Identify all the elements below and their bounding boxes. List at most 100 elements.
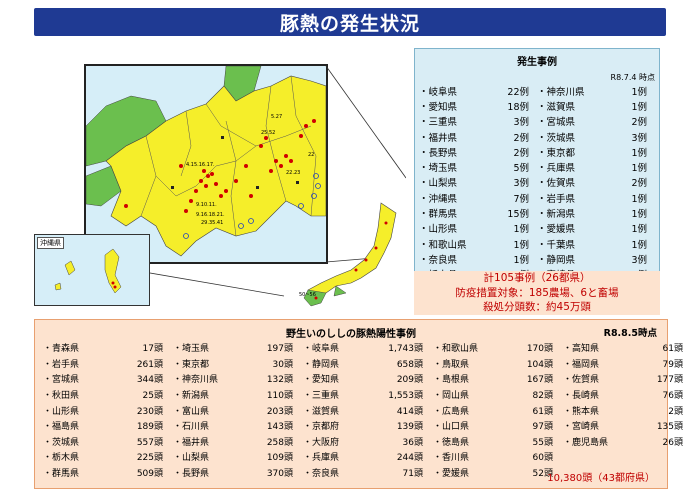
boar-row: ・佐賀県 177頭 — [563, 371, 683, 387]
case-prefecture: ・山梨県 — [419, 178, 458, 190]
boar-prefecture: ・岡山県 — [433, 391, 470, 402]
case-count: 1例 — [513, 224, 529, 236]
case-count: 1例 — [631, 224, 647, 236]
boar-count: 143頭 — [266, 422, 293, 433]
summary-line: 防疫措置対象：185農場、6と畜場 — [455, 286, 619, 299]
boar-row: ・三重県 1,553頭 — [303, 387, 433, 403]
case-cell: ・神奈川県 1例 — [537, 84, 655, 98]
boar-count: 230頭 — [136, 406, 163, 417]
map-label: 5.27 — [271, 114, 282, 120]
boar-count: 132頭 — [266, 375, 293, 386]
boar-count: 109頭 — [266, 453, 293, 464]
boar-row: ・富山県 203頭 — [173, 402, 303, 418]
case-prefecture: ・愛媛県 — [537, 224, 576, 236]
central-japan-map: 5.27 4.15.16.17. 25.52 22.23 9.10.11. 9.… — [86, 66, 326, 262]
boar-row: ・福島県 189頭 — [43, 418, 173, 434]
boar-count: 509頭 — [136, 469, 163, 480]
boar-count: 167頭 — [526, 375, 553, 386]
boar-prefecture: ・福岡県 — [563, 359, 600, 370]
case-row: ・奈良県 1例 ・静岡県 3例 — [419, 251, 655, 266]
map-label: 29.35.41 — [201, 220, 223, 226]
boar-prefecture: ・宮崎県 — [563, 422, 600, 433]
boar-prefecture: ・香川県 — [433, 453, 470, 464]
boar-count: 197頭 — [266, 344, 293, 355]
case-count: 1例 — [631, 101, 647, 113]
okinawa-map — [54, 248, 122, 294]
case-cell: ・新潟県 1例 — [537, 206, 655, 220]
boar-prefecture: ・群馬県 — [43, 469, 80, 480]
boar-row: ・福井県 258頭 — [173, 434, 303, 450]
boar-count: 104頭 — [526, 359, 553, 370]
boar-prefecture: ・和歌山県 — [433, 344, 479, 355]
case-prefecture: ・滋賀県 — [537, 101, 576, 113]
boar-count: 55頭 — [532, 437, 553, 448]
outbreak-map: 5.27 4.15.16.17. 25.52 22.23 9.10.11. 9.… — [34, 48, 406, 312]
boar-prefecture: ・奈良県 — [303, 469, 340, 480]
boar-count: 344頭 — [136, 375, 163, 386]
boar-row: ・愛知県 209頭 — [303, 371, 433, 387]
boar-column: ・高知県 61頭 ・福岡県 79頭 ・佐賀県 177頭 ・長崎県 76頭 ・熊本県 2頭 ・宮崎県 1… — [563, 340, 683, 480]
boar-row: ・神奈川県 132頭 — [173, 371, 303, 387]
case-prefecture: ・山形県 — [419, 224, 458, 236]
boar-row: ・兵庫県 244頭 — [303, 449, 433, 465]
case-cell: ・岩手県 1例 — [537, 191, 655, 205]
case-cell: ・茨城県 3例 — [537, 130, 655, 144]
boar-row: ・東京都 30頭 — [173, 356, 303, 372]
case-cell: ・愛媛県 1例 — [537, 221, 655, 235]
case-row: ・埼玉県 5例 ・兵庫県 1例 — [419, 159, 655, 174]
okinawa-label: 沖縄県 — [37, 237, 64, 249]
case-count: 15例 — [507, 209, 529, 221]
case-prefecture: ・佐賀県 — [537, 178, 576, 190]
case-row: ・三重県 3例 ・宮城県 2例 — [419, 114, 655, 129]
boar-row: ・宮崎県 135頭 — [563, 418, 683, 434]
case-count: 3例 — [513, 117, 529, 129]
boar-row: ・青森県 17頭 — [43, 340, 173, 356]
case-row: ・山形県 1例 ・愛媛県 1例 — [419, 221, 655, 236]
boar-count: 261頭 — [136, 359, 163, 370]
case-count: 1例 — [631, 86, 647, 98]
boar-count: 414頭 — [396, 406, 423, 417]
case-count: 3例 — [513, 178, 529, 190]
cases-panel: 発生事例 R8.7.4 時点 ・岐阜県 22例 ・神奈川県 1例 ・愛知県 18例 ・滋賀県… — [414, 48, 660, 281]
case-prefecture: ・千葉県 — [537, 239, 576, 251]
boar-count: 139頭 — [396, 422, 423, 433]
case-cell: ・千葉県 1例 — [537, 237, 655, 251]
boar-count: 2頭 — [668, 406, 683, 417]
boar-prefecture: ・富山県 — [173, 406, 210, 417]
case-row: ・長野県 2例 ・東京都 1例 — [419, 144, 655, 159]
boar-prefecture: ・秋田県 — [43, 391, 80, 402]
boar-prefecture: ・滋賀県 — [303, 406, 340, 417]
case-cell: ・山梨県 3例 — [419, 175, 537, 189]
boar-column: ・和歌山県 170頭 ・鳥取県 104頭 ・島根県 167頭 ・岡山県 82頭 ・広島県 61頭・… — [433, 340, 563, 480]
case-prefecture: ・茨城県 — [537, 132, 576, 144]
case-cell: ・佐賀県 2例 — [537, 175, 655, 189]
boar-count: 110頭 — [266, 391, 293, 402]
boar-row: ・島根県 167頭 — [433, 371, 563, 387]
case-prefecture: ・愛知県 — [419, 101, 458, 113]
case-prefecture: ・宮城県 — [537, 117, 576, 129]
boar-row: ・高知県 61頭 — [563, 340, 683, 356]
boar-count: 36頭 — [402, 437, 423, 448]
boar-row: ・茨城県 557頭 — [43, 434, 173, 450]
case-cell: ・滋賀県 1例 — [537, 99, 655, 113]
case-count: 1例 — [631, 239, 647, 251]
cases-list: ・岐阜県 22例 ・神奈川県 1例 ・愛知県 18例 ・滋賀県 1例 ・三重県 3例 ・宮城県 2例・… — [419, 83, 655, 282]
case-cell: ・奈良県 1例 — [419, 252, 537, 266]
map-label: 9.10.11. — [196, 202, 217, 208]
boar-count: 52頭 — [532, 469, 553, 480]
cases-date: R8.7.4 時点 — [610, 73, 655, 82]
summary-line: 殺処分頭数：約45万頭 — [483, 301, 591, 313]
page-title: 豚熱の発生状況 — [34, 8, 666, 36]
boar-row: ・福岡県 79頭 — [563, 356, 683, 372]
case-cell: ・愛知県 18例 — [419, 99, 537, 113]
boar-row: ・新潟県 110頭 — [173, 387, 303, 403]
boar-count: 209頭 — [396, 375, 423, 386]
boar-count: 17頭 — [142, 344, 163, 355]
case-count: 2例 — [631, 117, 647, 129]
case-count: 3例 — [631, 254, 647, 266]
case-prefecture: ・岩手県 — [537, 193, 576, 205]
boar-count: 82頭 — [532, 391, 553, 402]
case-row: ・群馬県 15例 ・新潟県 1例 — [419, 205, 655, 220]
boar-prefecture: ・茨城県 — [43, 437, 80, 448]
case-cell: ・静岡県 3例 — [537, 252, 655, 266]
